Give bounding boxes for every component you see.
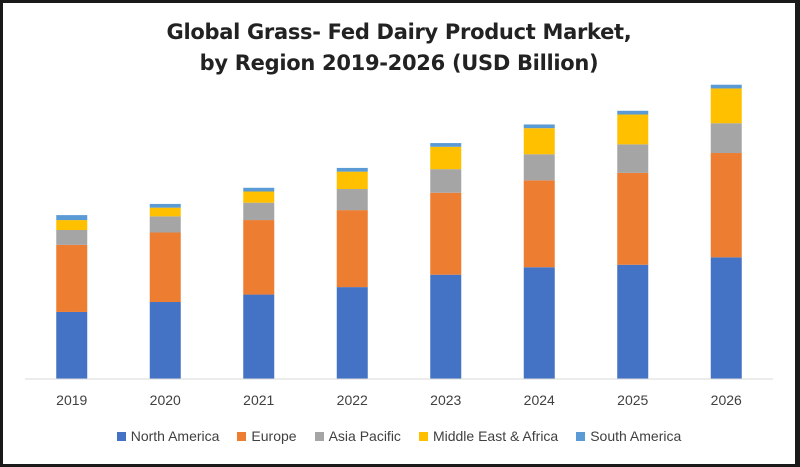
bar-south-america-2019: [56, 215, 88, 221]
legend-item-south-america: South America: [576, 428, 681, 444]
bar-north-america-2021: [243, 294, 275, 379]
legend-item-middle-east-africa: Middle East & Africa: [418, 428, 559, 444]
x-tick-label-2026: 2026: [711, 392, 742, 408]
x-tick-labels: 2019 2020 2021 2022 2023 2024 2025 2026: [56, 392, 742, 408]
bar-europe-2021: [243, 220, 275, 295]
bar-middle-east-africa-2022: [336, 171, 368, 190]
x-tick-label-2020: 2020: [150, 392, 181, 408]
bar-south-america-2025: [617, 110, 649, 115]
legend-swatch-south-america: [576, 431, 586, 441]
legend-item-north-america: North America: [116, 428, 220, 444]
bar-europe-2019: [56, 244, 88, 312]
bar-europe-2025: [617, 172, 649, 265]
legend: North America Europe Asia Pacific Middle…: [3, 428, 795, 444]
chart-plot: 2019 2020 2021 2022 2023 2024 2025 2026: [25, 84, 773, 408]
bar-north-america-2026: [710, 257, 742, 379]
bar-asia-pacific-2021: [243, 202, 275, 221]
x-tick-label-2022: 2022: [337, 392, 368, 408]
legend-item-europe: Europe: [237, 428, 297, 444]
bar-europe-2024: [523, 180, 555, 268]
legend-swatch-middle-east-africa: [418, 431, 428, 441]
bar-south-america-2026: [710, 84, 742, 89]
bar-south-america-2021: [243, 187, 275, 192]
bar-middle-east-africa-2024: [523, 128, 555, 155]
legend-label-south-america: South America: [590, 428, 682, 444]
x-tick-label-2023: 2023: [430, 392, 461, 408]
legend-swatch-asia-pacific: [314, 431, 324, 441]
bar-asia-pacific-2019: [56, 230, 88, 245]
bar-asia-pacific-2025: [617, 144, 649, 173]
x-tick-label-2024: 2024: [524, 392, 555, 408]
bar-north-america-2024: [523, 267, 555, 379]
bar-south-america-2023: [430, 143, 462, 147]
bars-group: [56, 84, 742, 379]
bar-middle-east-africa-2019: [56, 220, 88, 230]
bar-europe-2020: [149, 232, 181, 303]
bar-asia-pacific-2026: [710, 123, 742, 154]
bar-middle-east-africa-2021: [243, 191, 275, 203]
chart-title-line-1: Global Grass- Fed Dairy Product Market,: [166, 20, 632, 44]
bar-europe-2022: [336, 210, 368, 288]
bar-middle-east-africa-2020: [149, 207, 181, 217]
bar-asia-pacific-2022: [336, 189, 368, 211]
chart-title-line-2: by Region 2019-2026 (USD Billion): [199, 51, 599, 75]
bar-asia-pacific-2023: [430, 169, 462, 193]
bar-europe-2023: [430, 192, 462, 275]
x-tick-label-2021: 2021: [243, 392, 274, 408]
bar-north-america-2023: [430, 274, 462, 379]
bar-north-america-2019: [56, 311, 88, 379]
bar-middle-east-africa-2025: [617, 114, 649, 145]
bar-asia-pacific-2020: [149, 216, 181, 233]
bar-asia-pacific-2024: [523, 154, 555, 181]
x-tick-label-2025: 2025: [617, 392, 648, 408]
legend-label-north-america: North America: [130, 428, 220, 444]
bar-north-america-2022: [336, 287, 368, 379]
legend-swatch-europe: [237, 431, 247, 441]
chart-frame: Global Grass- Fed Dairy Product Market, …: [3, 3, 795, 464]
legend-label-middle-east-africa: Middle East & Africa: [432, 428, 559, 444]
bar-south-america-2020: [149, 203, 181, 208]
legend-label-asia-pacific: Asia Pacific: [328, 428, 401, 444]
bar-middle-east-africa-2026: [710, 88, 742, 124]
bar-north-america-2025: [617, 264, 649, 379]
bar-south-america-2024: [523, 124, 555, 129]
bar-europe-2026: [710, 153, 742, 258]
bar-south-america-2022: [336, 167, 368, 172]
x-tick-label-2019: 2019: [56, 392, 87, 408]
legend-swatch-north-america: [116, 431, 126, 441]
bar-north-america-2020: [149, 302, 181, 379]
bar-middle-east-africa-2023: [430, 146, 462, 170]
legend-item-asia-pacific: Asia Pacific: [314, 428, 401, 444]
legend-label-europe: Europe: [251, 428, 297, 444]
